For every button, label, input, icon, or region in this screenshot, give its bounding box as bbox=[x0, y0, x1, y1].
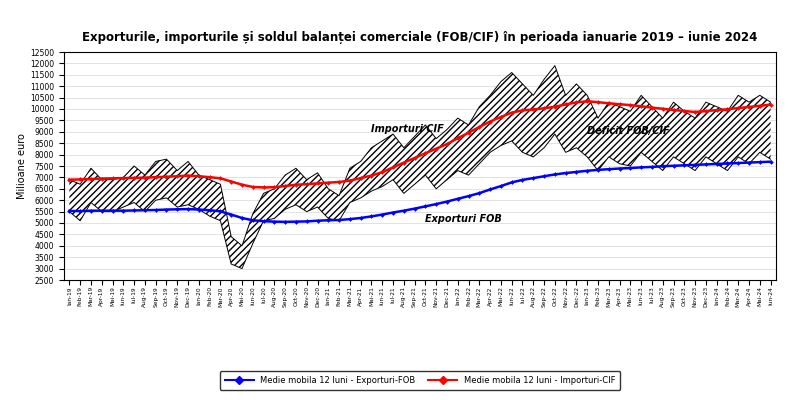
Text: Importuri CIF: Importuri CIF bbox=[371, 124, 444, 134]
Text: Exporturi FOB: Exporturi FOB bbox=[426, 214, 502, 224]
Legend: Medie mobila 12 luni - Exporturi-FOB, Medie mobila 12 luni - Importuri-CIF: Medie mobila 12 luni - Exporturi-FOB, Me… bbox=[219, 371, 621, 390]
Title: Exporturile, importurile și soldul balanței comerciale (FOB/CIF) în perioada ian: Exporturile, importurile și soldul balan… bbox=[82, 31, 758, 44]
Y-axis label: Milioane euro: Milioane euro bbox=[18, 133, 27, 199]
Text: Deficit FOB/CIF: Deficit FOB/CIF bbox=[587, 126, 670, 136]
